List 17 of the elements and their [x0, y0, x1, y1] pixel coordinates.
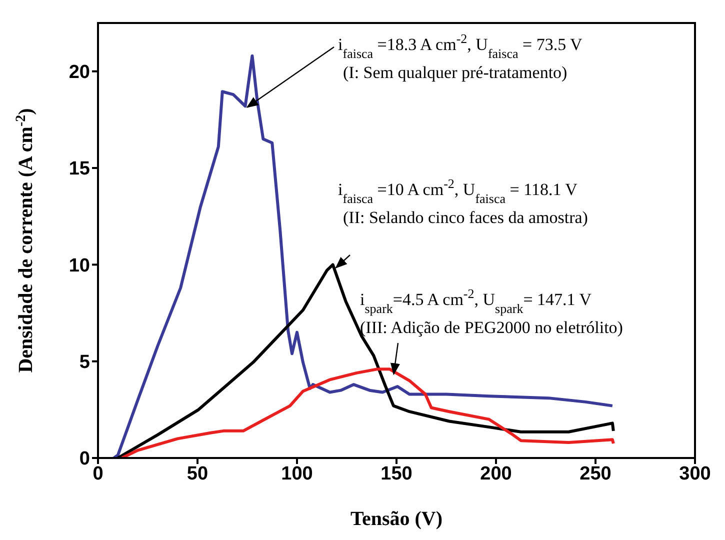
y-tick-label: 0 [79, 448, 90, 470]
x-tick-label: 0 [92, 463, 104, 484]
y-tick-label: 5 [79, 352, 90, 374]
x-tick-label: 300 [679, 463, 711, 484]
annotation: i$_{faisca}$ =18.3 A cm$^{-2}$, U$_{faisca}$ = 73.5 V (I: Sem qualquer pré-tratamento) [338, 30, 584, 82]
y-tick-label: 20 [68, 62, 90, 84]
y-tick-label: 15 [68, 158, 90, 180]
annotation: i$_{faisca}$ =10 A cm$^{-2}$, U$_{faisca}$ = 118.1 V (II: Selando cinco faces da amostra) [338, 176, 588, 227]
x-tick-label: 100 [281, 463, 313, 484]
x-tick-label: 200 [480, 463, 512, 484]
line-series [120, 368, 615, 458]
x-tick-label: 150 [380, 463, 412, 484]
x-axis-title: Tensão (V) [350, 508, 443, 530]
x-tick-label: 50 [186, 463, 208, 484]
y-tick-label: 10 [68, 255, 90, 276]
x-tick-label: 250 [580, 463, 612, 484]
annotation: i$_{spark}$=4.5 A cm$^{-2}$, U$_{spark}$= 147.1 V (III: Adição de PEG2000 no eletrólito) [360, 286, 623, 337]
